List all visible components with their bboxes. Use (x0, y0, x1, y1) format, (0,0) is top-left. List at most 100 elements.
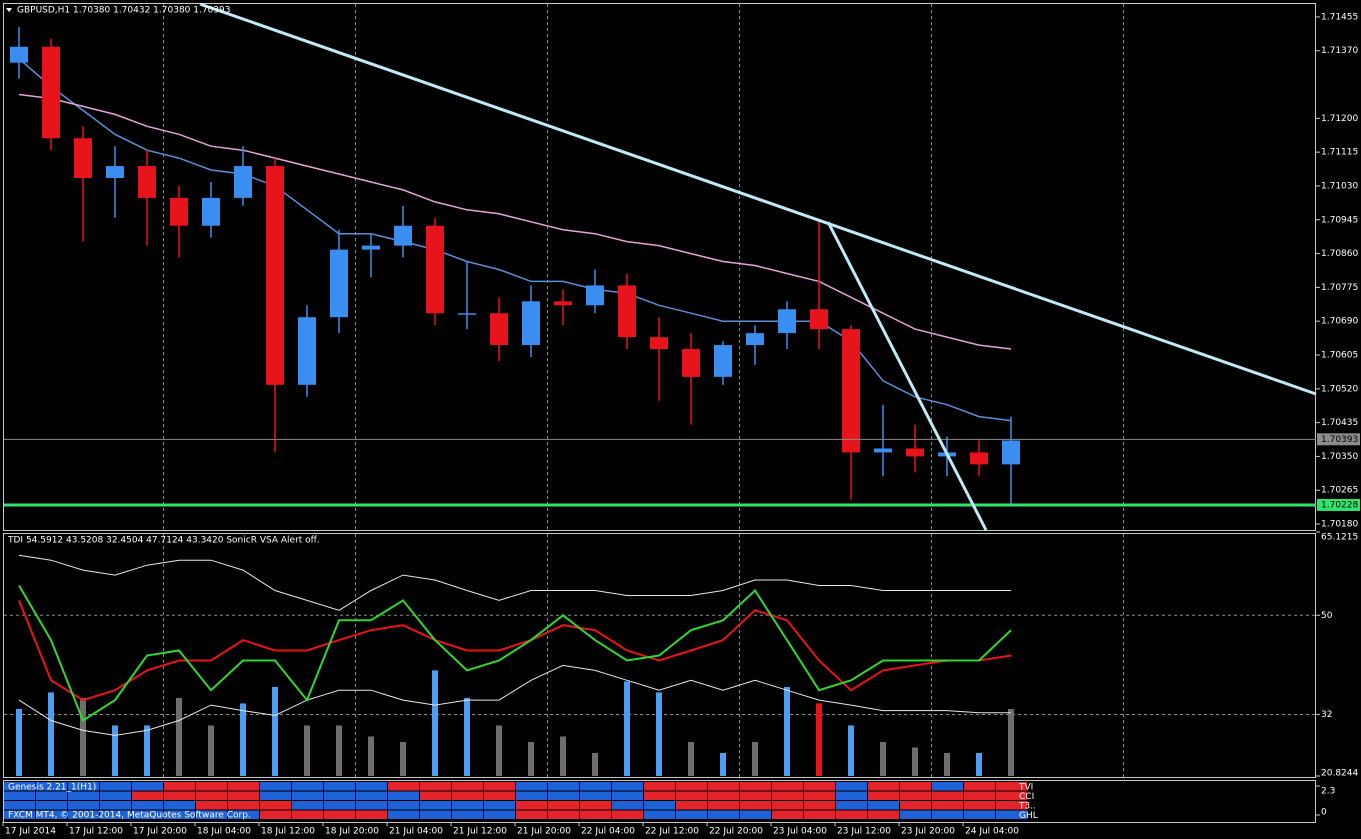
panel-frames (3, 3, 1316, 823)
histogram-bar (1008, 708, 1014, 776)
histogram-bar (496, 725, 502, 776)
tdi-panel-frame (3, 533, 1316, 778)
histogram-bar (368, 736, 374, 776)
signal-cell (164, 782, 195, 791)
x-tick-label: 18 Jul 12:00 (261, 827, 315, 837)
signal-cell (420, 810, 451, 819)
signal-cell (772, 801, 803, 810)
signal-cell (324, 791, 355, 800)
candle-body (586, 285, 604, 306)
histogram-bar (336, 725, 342, 776)
signal-cell (996, 810, 1027, 819)
signal-cell (452, 791, 483, 800)
histogram-bar (528, 741, 534, 776)
candle-body (266, 166, 284, 385)
signal-cell (356, 810, 387, 819)
candle-body (906, 448, 924, 457)
signal-cell (580, 801, 611, 810)
histogram-bar (240, 703, 246, 776)
trendline (199, 2, 1317, 396)
candle-body (138, 166, 156, 198)
signal-cell (388, 801, 419, 810)
signal-cell (612, 801, 643, 810)
candle-body (842, 329, 860, 453)
histogram-bar (272, 686, 278, 776)
signal-cell (804, 801, 835, 810)
signal-cell (644, 810, 675, 819)
x-tick-label: 23 Jul 12:00 (837, 827, 891, 837)
signal-cell (548, 810, 579, 819)
signal-cell (164, 791, 195, 800)
candle-body (362, 245, 380, 250)
trendline (826, 221, 988, 531)
signal-cell (100, 801, 131, 810)
signal-cell (804, 810, 835, 819)
candle-body (650, 337, 668, 350)
signal-cell (740, 791, 771, 800)
x-tick-label: 22 Jul 20:00 (709, 827, 763, 837)
candle-body (10, 46, 28, 63)
histogram-bar (208, 725, 214, 776)
signal-cell (900, 791, 931, 800)
signal-cell (100, 791, 131, 800)
signal-cell (292, 801, 323, 810)
x-tick-label: 17 Jul 2014 (5, 827, 56, 837)
signal-cell (676, 791, 707, 800)
signal-cell (4, 801, 35, 810)
candle-body (202, 197, 220, 226)
signal-cell (772, 810, 803, 819)
y-tick-label: 1.70265 (1321, 486, 1358, 496)
candle-body (554, 301, 572, 306)
candle-body (874, 448, 892, 453)
signal-cell (356, 791, 387, 800)
signal-cell (292, 782, 323, 791)
row-label: TVI (1018, 782, 1033, 792)
candle-body (106, 166, 124, 179)
row-label: T3.. (1018, 801, 1036, 811)
y-tick-label: 1.70690 (1321, 317, 1358, 327)
candle-body (490, 313, 508, 346)
signal-cell (836, 810, 867, 819)
signal-cell (356, 801, 387, 810)
histogram-bar (16, 708, 22, 776)
signal-cell (868, 782, 899, 791)
signal-cell (260, 782, 291, 791)
signal-cell (644, 782, 675, 791)
signal-cell (484, 810, 515, 819)
x-tick-label: 18 Jul 20:00 (325, 827, 379, 837)
y-tick-label: 1.70180 (1321, 520, 1358, 530)
signal-cell (868, 810, 899, 819)
x-tick-label: 22 Jul 12:00 (645, 827, 699, 837)
signal-cell (996, 791, 1027, 800)
x-tick-label: 21 Jul 20:00 (517, 827, 571, 837)
signal-cell (164, 801, 195, 810)
marks: 1.71455 1.71370 1.71200 1.71115 1.71030 1.709… (2, 12, 1360, 837)
histogram-bar (880, 741, 886, 776)
candle-body (426, 225, 444, 314)
signal-cell (836, 791, 867, 800)
histogram-bar (784, 686, 790, 776)
signal-cell (740, 801, 771, 810)
signal-cell (580, 782, 611, 791)
signal-cell (932, 801, 963, 810)
signal-cell (964, 801, 995, 810)
candle-body (170, 197, 188, 226)
signal-cell (132, 782, 163, 791)
signal-cell (740, 810, 771, 819)
histogram-bar (848, 725, 854, 776)
y-tick-label: 1.70520 (1321, 384, 1358, 394)
y-tick-label: 32 (1321, 710, 1332, 720)
candle-body (74, 138, 92, 179)
signal-cell (580, 791, 611, 800)
signal-cell (324, 801, 355, 810)
signal-cell (196, 801, 227, 810)
signal-cell (900, 810, 931, 819)
signal-cell (356, 782, 387, 791)
histogram-bar (176, 697, 182, 776)
signal-cell (420, 791, 451, 800)
signal-cell (932, 782, 963, 791)
signal-cell (612, 791, 643, 800)
signal-cell (964, 782, 995, 791)
signal-cell (68, 791, 99, 800)
